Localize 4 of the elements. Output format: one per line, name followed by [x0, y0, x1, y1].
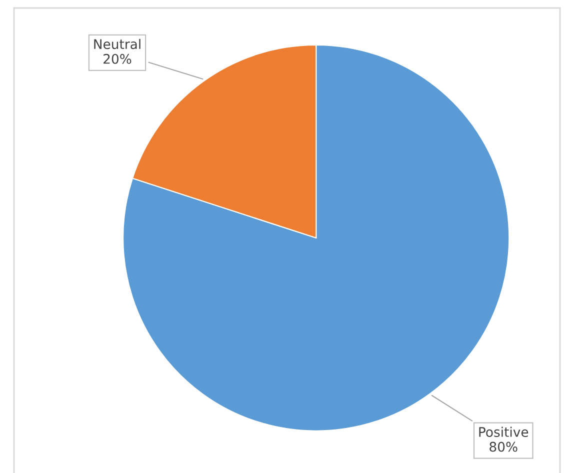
data-label: 20%: [104, 54, 132, 64]
data-label: 80%: [490, 442, 518, 452]
slice-label: Positive: [479, 426, 528, 437]
slice-label: Neutral: [94, 38, 140, 50]
